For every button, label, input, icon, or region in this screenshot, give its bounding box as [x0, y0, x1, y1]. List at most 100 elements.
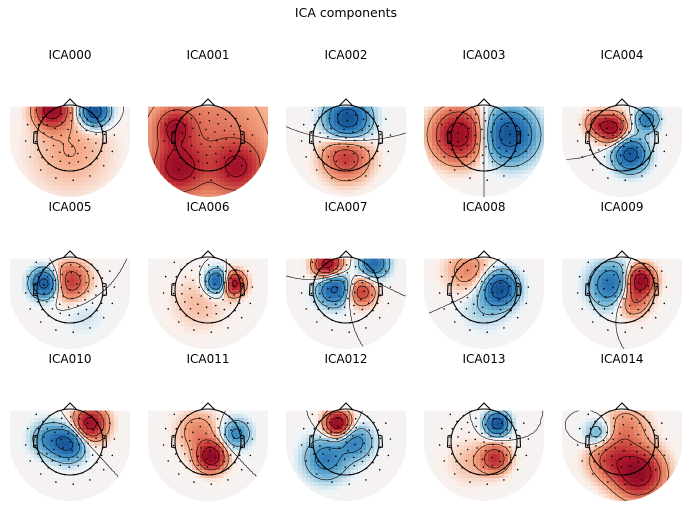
- sensor-dot: [247, 270, 249, 272]
- sensor-dot: [483, 289, 485, 291]
- sensor-dot: [52, 269, 55, 272]
- sensor-dot: [346, 272, 349, 274]
- sensor-dot: [523, 422, 525, 424]
- sensor-dot: [501, 290, 503, 293]
- sensor-dot: [629, 465, 632, 467]
- sensor-dot: [328, 448, 331, 451]
- sensor-dot: [173, 132, 175, 134]
- sensor-dot: [598, 124, 601, 126]
- left-ear-outline: [308, 282, 314, 297]
- sensor-dot: [69, 416, 72, 418]
- sensor-dot: [322, 453, 324, 455]
- sensor-dot: [78, 417, 81, 420]
- sensor-dot: [468, 279, 470, 282]
- sensor-dot: [95, 285, 97, 288]
- sensor-dot: [77, 161, 80, 163]
- sensor-dot: [305, 460, 308, 462]
- sensor-dot: [603, 460, 606, 462]
- sensor-dot: [111, 150, 114, 153]
- head-outline: [36, 408, 104, 476]
- sensor-dot: [84, 146, 86, 149]
- sensor-dot: [345, 441, 347, 443]
- sensor-dot: [54, 279, 56, 282]
- sensor-dot: [474, 417, 477, 420]
- sensor-dot: [451, 275, 454, 278]
- figure-title: ICA components: [295, 5, 397, 20]
- sensor-dot: [578, 123, 581, 126]
- sensor-dot: [624, 331, 626, 334]
- sensor-dot: [62, 295, 64, 297]
- sensor-dot: [603, 156, 606, 158]
- sensor-dot: [490, 283, 492, 285]
- sensor-dot: [346, 424, 349, 426]
- sensor-dot: [491, 313, 494, 315]
- sensor-dot: [503, 479, 505, 481]
- sensor-dot: [338, 447, 341, 449]
- sensor-dot: [451, 123, 454, 126]
- right-ear-outline: [102, 434, 108, 449]
- sensor-dot: [623, 297, 625, 300]
- sensor-dot: [69, 137, 71, 139]
- sensor-dot: [335, 312, 338, 315]
- sensor-dot: [644, 429, 646, 431]
- sensor-dot: [525, 302, 528, 305]
- sensor-dot: [345, 137, 347, 139]
- sensor-dot: [35, 436, 37, 438]
- sensor-dot: [197, 303, 199, 306]
- sensor-dot: [474, 113, 477, 115]
- sensor-dot: [91, 302, 94, 304]
- sensor-dot: [620, 466, 623, 468]
- sensor-dot: [302, 427, 305, 430]
- sensor-dot: [354, 443, 356, 446]
- sensor-dot: [302, 275, 305, 278]
- sensor-dot: [449, 132, 451, 134]
- contour-lines: [304, 410, 373, 481]
- sensor-dot: [239, 125, 242, 127]
- sensor-dot: [319, 436, 321, 438]
- sensor-dot: [311, 436, 313, 438]
- topomap-panel: ICA007: [285, 200, 407, 350]
- sensor-dot: [466, 296, 469, 299]
- sensor-dot: [611, 312, 614, 315]
- sensor-dot: [653, 429, 656, 431]
- sensor-dot: [184, 149, 186, 151]
- sensor-dot: [100, 302, 103, 305]
- sensor-dot: [465, 135, 467, 138]
- sensor-dot: [611, 455, 613, 458]
- sensor-dot: [492, 291, 494, 294]
- sensor-dot: [449, 436, 451, 438]
- sensor-dot: [630, 443, 632, 446]
- sensor-dot: [589, 427, 592, 430]
- sensor-dot: [613, 425, 615, 428]
- head-outline: [450, 104, 518, 172]
- sensor-dot: [251, 438, 254, 440]
- sensor-dot: [207, 264, 210, 266]
- sensor-dot: [598, 301, 600, 303]
- sensor-dot: [36, 301, 39, 303]
- sensor-dot: [172, 140, 175, 143]
- sensor-dot: [51, 156, 54, 158]
- sensor-dot: [46, 453, 48, 455]
- sensor-dot: [311, 261, 314, 264]
- sensor-dot: [587, 413, 590, 416]
- sensor-dot: [310, 140, 313, 143]
- sensor-dot: [310, 444, 313, 447]
- sensor-dot: [178, 169, 180, 171]
- sensor-dot: [330, 127, 332, 130]
- sensor-dot: [60, 134, 62, 137]
- sensor-dot: [76, 131, 78, 133]
- sensor-dot: [440, 123, 443, 126]
- sensor-dot: [525, 454, 528, 457]
- sensor-dot: [109, 118, 111, 120]
- sensor-dot: [376, 302, 379, 305]
- sensor-dot: [598, 149, 600, 151]
- sensor-dot: [481, 458, 484, 461]
- sensor-dot: [469, 329, 471, 331]
- sensor-dot: [613, 121, 615, 124]
- sensor-dot: [209, 145, 211, 148]
- sensor-dot: [523, 118, 525, 120]
- left-ear-outline: [170, 130, 176, 145]
- sensor-dot: [595, 284, 597, 286]
- sensor-dot: [184, 428, 187, 430]
- contour-lines: [561, 106, 660, 175]
